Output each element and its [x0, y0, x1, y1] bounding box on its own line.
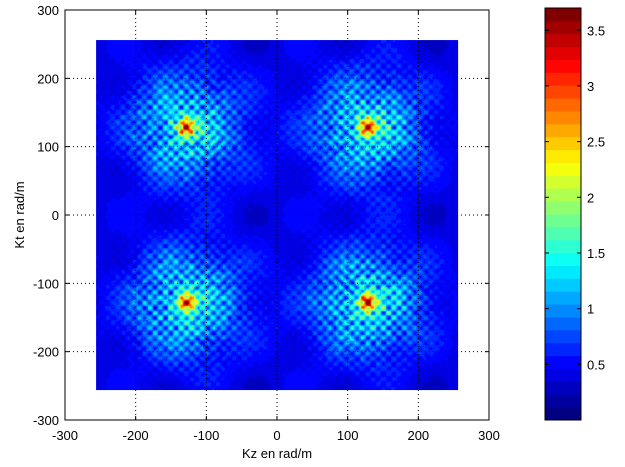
colorbar-swatch [545, 252, 581, 266]
colorbar-tick-label: 3 [587, 79, 594, 94]
x-tick-label: -200 [123, 428, 149, 443]
colorbar-swatch [545, 304, 581, 318]
colorbar-swatch [545, 381, 581, 395]
colorbar-swatch [545, 33, 581, 48]
colorbar-tick-label: 1 [587, 302, 594, 317]
colorbar-swatch [545, 188, 581, 202]
colorbar-swatch [545, 72, 581, 86]
x-tick-label: 100 [337, 428, 359, 443]
colorbar-swatch [545, 46, 581, 60]
colorbar-swatch [545, 329, 581, 344]
y-tick-label: 200 [37, 71, 59, 86]
colorbar-swatch [545, 368, 581, 382]
y-tick-label: -200 [33, 345, 59, 360]
colorbar-swatches [545, 8, 581, 421]
colorbar-swatch [545, 162, 581, 176]
colorbar-tick-label: 3.5 [587, 23, 605, 38]
colorbar-swatch [545, 149, 581, 163]
colorbar-swatch [545, 20, 581, 35]
colorbar-swatch [545, 85, 581, 99]
colorbar-swatch [545, 136, 581, 151]
colorbar-ticks: 0.5 1 1.5 2 2.5 3 3.5 [545, 23, 605, 372]
x-axis-ticks: -300 -200 -100 0 100 200 300 [52, 10, 500, 443]
colorbar-tick-label: 0.5 [587, 357, 605, 372]
colorbar-swatch [545, 214, 581, 228]
colorbar-swatch [545, 407, 581, 421]
colorbar-swatch [545, 59, 581, 73]
y-axis-ticks: 300 200 100 0 -100 -200 -300 [33, 3, 489, 428]
colorbar: 0.5 1 1.5 2 2.5 3 3.5 [544, 7, 605, 421]
plot-area: -300 -200 -100 0 100 200 300 300 200 100 0 -100 -20… [12, 3, 500, 461]
colorbar-swatch [545, 317, 581, 331]
y-tick-label: -300 [33, 413, 59, 428]
colorbar-swatch [545, 265, 581, 279]
colorbar-frame [544, 7, 582, 421]
y-tick-label: 0 [52, 208, 59, 223]
y-tick-label: 300 [37, 3, 59, 18]
colorbar-tick-label: 1.5 [587, 246, 605, 261]
grid-lines [65, 10, 489, 420]
x-tick-label: 300 [478, 428, 500, 443]
colorbar-swatch [545, 123, 581, 138]
colorbar-swatch [545, 291, 581, 305]
colorbar-swatch [545, 8, 581, 22]
colorbar-tick-label: 2.5 [587, 135, 605, 150]
y-tick-label: 100 [37, 140, 59, 155]
y-axis-label: Kt en rad/m [12, 181, 27, 248]
colorbar-swatch [545, 239, 581, 254]
colorbar-swatch [545, 342, 581, 357]
colorbar-swatch [545, 394, 581, 408]
x-axis-label: Kz en rad/m [242, 446, 312, 461]
colorbar-swatch [545, 201, 581, 215]
y-tick-label: -100 [33, 276, 59, 291]
colorbar-swatch [545, 278, 581, 292]
colorbar-swatch [545, 98, 581, 112]
colorbar-swatch [545, 111, 581, 125]
colorbar-swatch [545, 175, 581, 189]
x-tick-label: -300 [52, 428, 78, 443]
colorbar-tick-label: 2 [587, 190, 594, 205]
x-tick-label: -100 [193, 428, 219, 443]
colorbar-swatch [545, 226, 581, 241]
x-tick-label: 0 [273, 428, 280, 443]
x-tick-label: 200 [407, 428, 429, 443]
colorbar-swatch [545, 355, 581, 369]
